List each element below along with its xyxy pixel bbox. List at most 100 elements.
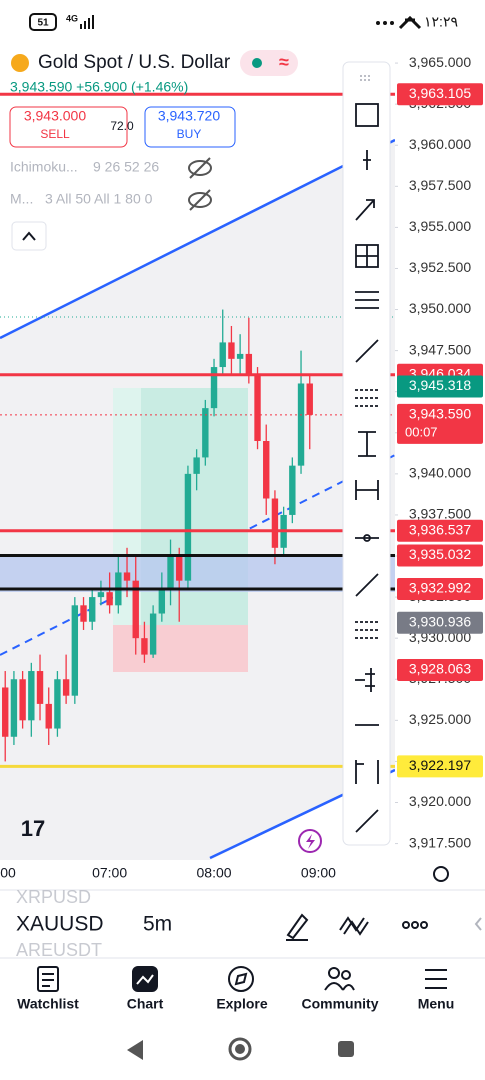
x-tick-label: 08:00 (197, 865, 232, 881)
x-tick-label: 09:00 (301, 865, 336, 881)
price-label: 3,943.590 (409, 406, 471, 422)
candle-body (2, 687, 9, 737)
candle-body (123, 572, 131, 581)
indicator-params: 9 26 52 26 (93, 159, 159, 175)
candle-body (289, 465, 296, 515)
collapse-button[interactable] (11, 221, 47, 251)
price-label-box (397, 578, 483, 601)
indicator-params: 3 All 50 All 1 80 0 (45, 191, 153, 207)
x-tick-label: 00 (0, 865, 16, 881)
price-label: 3,936.537 (409, 521, 471, 537)
y-tick-label: 3,947.500 (409, 341, 471, 357)
candle-body (19, 679, 26, 721)
price-label-box (397, 611, 483, 634)
sell-price: 3,943.000 (24, 108, 86, 124)
sell-button[interactable] (9, 106, 128, 148)
lightning-button[interactable] (298, 829, 322, 853)
price-label-box (397, 375, 483, 398)
nav-label[interactable]: Community (302, 996, 379, 1012)
indicator-name[interactable]: M... (10, 191, 33, 207)
price-label-box (397, 83, 483, 106)
lightning-icon (306, 834, 315, 849)
hide-icon[interactable] (188, 189, 212, 211)
settings-icon[interactable] (433, 866, 449, 882)
candle-body (263, 440, 270, 499)
y-tick-label: 3,957.500 (409, 177, 471, 193)
candle-body (158, 588, 166, 614)
channel-mid (0, 454, 396, 656)
candle-body (54, 679, 61, 729)
candle-body (132, 580, 139, 639)
more-icon[interactable] (402, 921, 428, 929)
buy-label: BUY (177, 127, 202, 141)
x-tick-label: 07:00 (92, 865, 127, 881)
draw-icon[interactable] (286, 913, 309, 941)
symbol-title: Gold Spot / U.S. Dollar (38, 52, 231, 73)
y-tick-label: 3,950.000 (409, 300, 471, 316)
y-tick-label: 3,917.500 (409, 834, 471, 850)
status-dots (376, 21, 394, 25)
previous-symbol[interactable]: XRPUSD (16, 887, 91, 907)
price-label-box (397, 403, 483, 444)
price-label-box (397, 544, 483, 567)
candle-body (71, 605, 79, 696)
candle-body (297, 383, 305, 466)
price-label-box (397, 659, 483, 682)
status-pill[interactable] (240, 50, 298, 76)
y-tick-label: 3,925.000 (409, 711, 471, 727)
y-tick-label: 3,937.500 (409, 506, 471, 522)
current-symbol[interactable]: XAUUSD (16, 913, 104, 936)
candle-body (228, 342, 235, 359)
network-type: 4G (66, 13, 78, 23)
axis-background (395, 45, 485, 860)
bottom-nav: Watchlist Chart Explore Community Menu (17, 996, 454, 1012)
candle-body (193, 457, 200, 474)
scroll-icon[interactable] (474, 917, 482, 931)
home-dot (235, 1044, 245, 1054)
home-button[interactable] (228, 1037, 252, 1061)
battery-icon (29, 13, 57, 31)
quote: 3,943.590 +56.900 (+1.46%) (10, 79, 188, 95)
symbol-icon (11, 54, 29, 72)
interval[interactable]: 5m (143, 913, 172, 936)
nav-label[interactable]: Explore (216, 996, 268, 1012)
market-open-dot (252, 58, 262, 68)
y-tick-label: 3,952.500 (409, 259, 471, 275)
indicator-icon[interactable] (339, 916, 369, 936)
price-label: 3,928.063 (409, 661, 471, 677)
y-tick-label: 3,955.000 (409, 218, 471, 234)
indicator-name[interactable]: Ichimoku... (10, 159, 78, 175)
candle-body (97, 592, 105, 598)
price-label: 3,935.032 (409, 546, 471, 562)
signal-icon (80, 15, 94, 29)
price-label: 3,963.105 (409, 85, 471, 101)
collapse-icon (22, 231, 36, 241)
y-tick-label: 3,920.000 (409, 793, 471, 809)
candle-body (306, 383, 313, 415)
nav-label[interactable]: Menu (418, 996, 455, 1012)
nav-icons[interactable] (37, 966, 447, 992)
toolbar-icons[interactable] (355, 75, 379, 833)
recents-button[interactable] (338, 1041, 354, 1057)
candle-body (236, 353, 244, 359)
candle-body (36, 671, 44, 704)
price-label: 3,930.936 (409, 613, 471, 629)
price-axis: 3,965.0003,962.5003,960.0003,957.5003,95… (395, 45, 485, 860)
buy-button[interactable] (144, 106, 236, 148)
hide-icon[interactable] (188, 157, 212, 179)
candle-body (80, 605, 87, 622)
logo: 17 (21, 816, 45, 841)
candle-body (28, 671, 35, 721)
candle-body (89, 597, 96, 622)
candle-body (45, 703, 52, 729)
y-tick-label: 3,965.000 (409, 54, 471, 70)
price-label: 3,932.992 (409, 580, 471, 596)
price-label: 3,922.197 (409, 757, 471, 773)
nav-label[interactable]: Watchlist (17, 996, 79, 1012)
candles (2, 309, 313, 762)
nav-label[interactable]: Chart (127, 996, 164, 1012)
back-button[interactable] (127, 1040, 143, 1060)
candle-body (271, 498, 279, 548)
next-symbol[interactable]: AREUSDT (16, 940, 102, 960)
